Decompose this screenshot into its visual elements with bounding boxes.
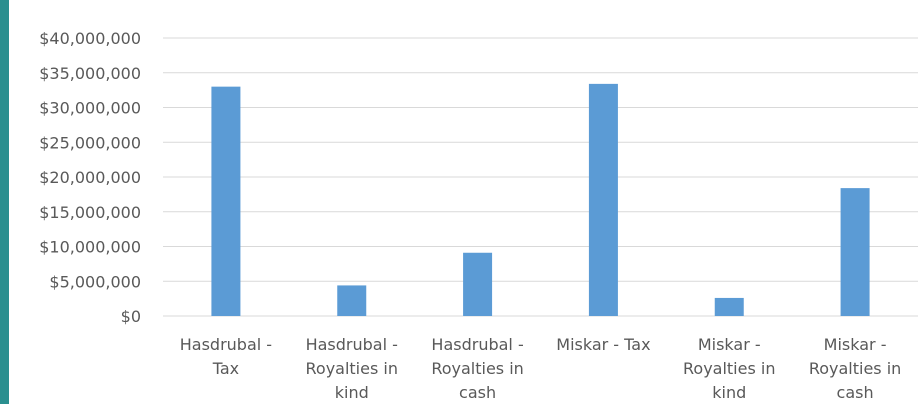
x-category-label-line: Hasdrubal - [180, 335, 272, 354]
x-category-label: Miskar - Tax [556, 335, 650, 354]
x-category-label: Miskar - Royalties in cash [809, 335, 901, 402]
x-category-label-line: kind [335, 383, 369, 402]
y-tick-label: $0 [121, 307, 141, 326]
x-category-label: Hasdrubal - Royalties in cash [431, 335, 523, 402]
bar [337, 285, 367, 316]
bar [840, 188, 870, 316]
x-category-label-line: Miskar - [698, 335, 761, 354]
x-category-label-line: Royalties in [306, 359, 398, 378]
x-category-label: Hasdrubal - Royalties in kind [306, 335, 398, 402]
left-accent-bar [0, 0, 9, 404]
x-category-label-line: Miskar - Tax [556, 335, 650, 354]
gridlines [163, 37, 918, 317]
x-category-label-line: Tax [212, 359, 239, 378]
y-tick-label: $10,000,000 [39, 238, 141, 257]
y-tick-label: $25,000,000 [39, 133, 141, 152]
bars [211, 83, 870, 317]
y-axis-tick-labels: $0 $5,000,000 $10,000,000 $15,000,000 $20,00… [39, 29, 141, 326]
x-category-label-line: cash [459, 383, 496, 402]
x-category-label-line: Hasdrubal - [431, 335, 523, 354]
bar [588, 83, 618, 317]
y-tick-label: $5,000,000 [49, 272, 141, 291]
y-tick-label: $35,000,000 [39, 64, 141, 83]
y-tick-label: $15,000,000 [39, 203, 141, 222]
x-category-label-line: Royalties in [431, 359, 523, 378]
x-category-label-line: Royalties in [683, 359, 775, 378]
x-category-label-line: Hasdrubal - [306, 335, 398, 354]
y-tick-label: $40,000,000 [39, 29, 141, 48]
x-category-label: Miskar - Royalties in kind [683, 335, 775, 402]
x-category-label: Hasdrubal - Tax [180, 335, 272, 378]
y-tick-label: $20,000,000 [39, 168, 141, 187]
x-category-label-line: Royalties in [809, 359, 901, 378]
x-category-label-line: kind [712, 383, 746, 402]
y-tick-label: $30,000,000 [39, 99, 141, 118]
x-axis-category-labels: Hasdrubal - Tax Hasdrubal - Royalties in kin… [180, 335, 902, 402]
x-category-label-line: cash [837, 383, 874, 402]
bar [211, 86, 241, 317]
x-category-label-line: Miskar - [824, 335, 887, 354]
bar [714, 297, 744, 316]
bar [463, 252, 493, 316]
